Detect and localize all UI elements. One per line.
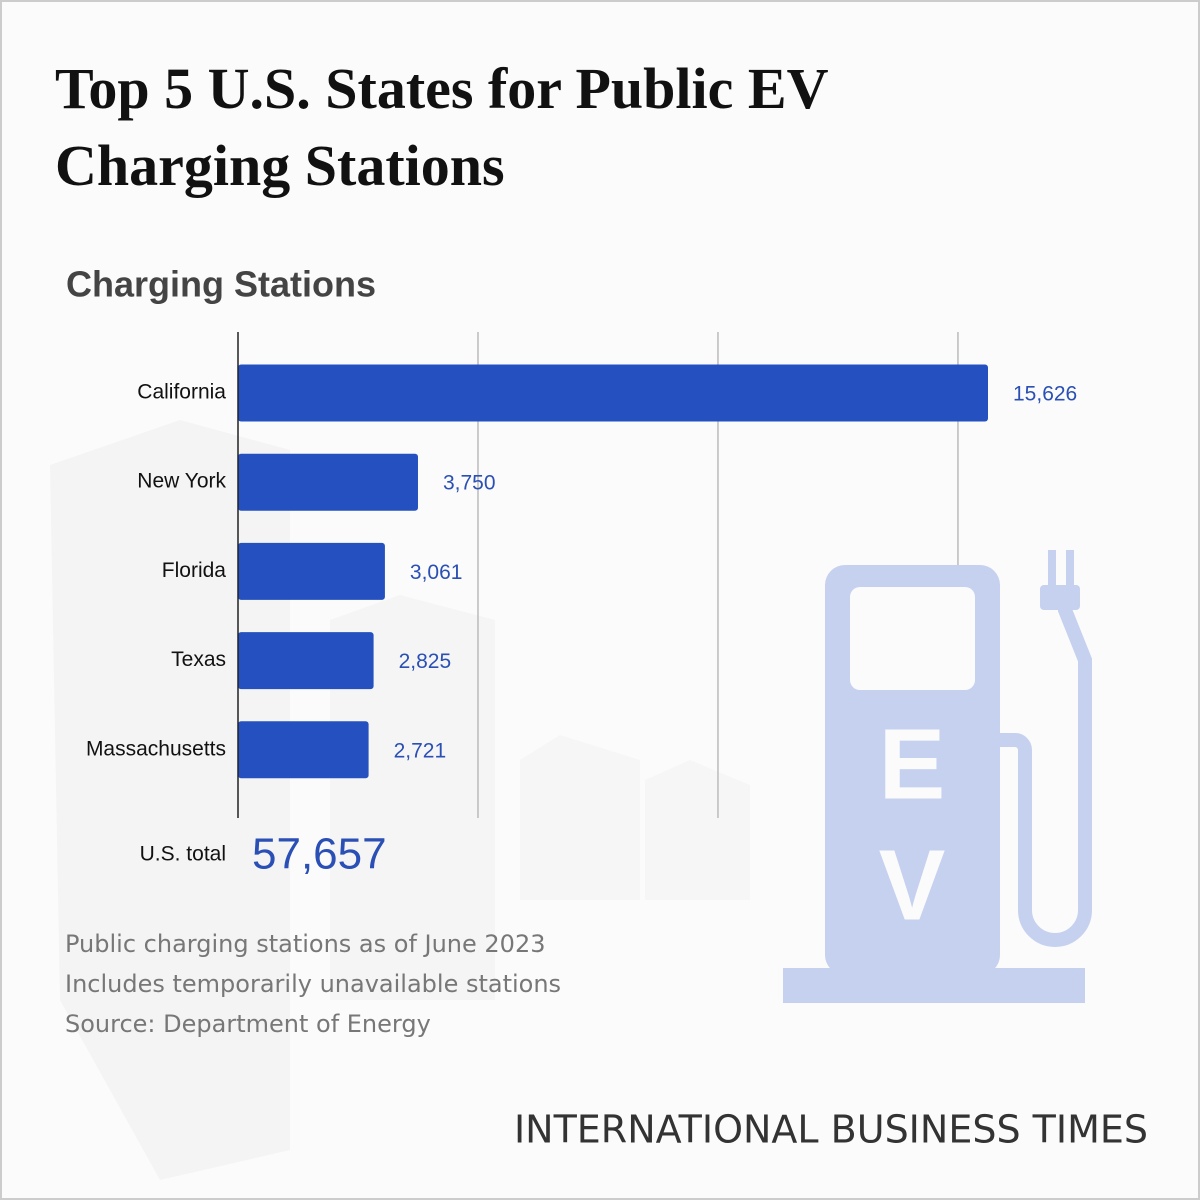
bar bbox=[238, 632, 374, 690]
value-label: 2,825 bbox=[399, 650, 452, 673]
total-label: U.S. total bbox=[140, 843, 226, 866]
background-shapes bbox=[50, 420, 750, 1180]
bar bbox=[238, 542, 385, 600]
value-label: 3,750 bbox=[443, 472, 496, 495]
total-value: 57,657 bbox=[252, 830, 387, 879]
note: Source: Department of Energy bbox=[65, 1010, 431, 1038]
y-tick-label: New York bbox=[137, 470, 226, 493]
note: Includes temporarily unavailable station… bbox=[65, 970, 561, 998]
value-label: 15,626 bbox=[1013, 383, 1077, 406]
bar bbox=[238, 453, 418, 511]
title-line: Top 5 U.S. States for Public EV bbox=[55, 56, 829, 121]
ev-pump-icon bbox=[783, 550, 1092, 1003]
value-label: 3,061 bbox=[410, 561, 463, 584]
note: Public charging stations as of June 2023 bbox=[65, 930, 546, 958]
y-tick-label: California bbox=[137, 381, 226, 404]
brand: INTERNATIONAL BUSINESS TIMES bbox=[514, 1108, 1148, 1152]
icon-letter: E bbox=[879, 708, 946, 820]
title-line: Charging Stations bbox=[55, 133, 505, 198]
y-tick-label: Texas bbox=[171, 648, 226, 671]
icon-letter: V bbox=[879, 829, 946, 941]
bar bbox=[238, 721, 369, 779]
y-tick-label: Florida bbox=[162, 559, 227, 582]
y-tick-label: Massachusetts bbox=[86, 737, 226, 760]
value-label: 2,721 bbox=[394, 739, 447, 762]
bar bbox=[238, 364, 988, 422]
subtitle: Charging Stations bbox=[66, 264, 376, 305]
